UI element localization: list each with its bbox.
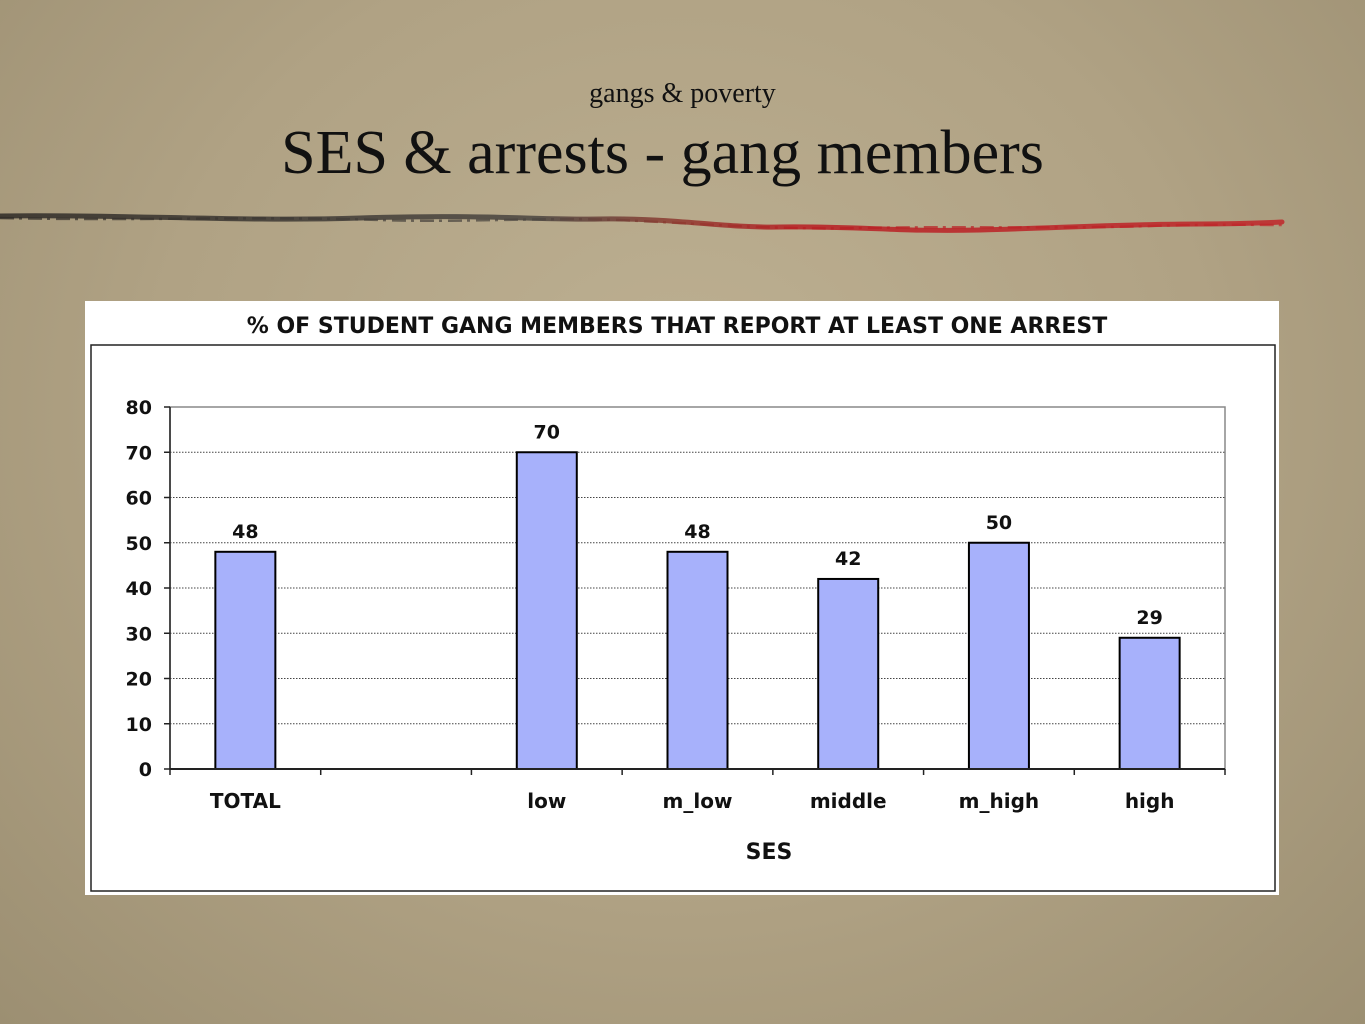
x-tick-label: middle: [810, 789, 887, 813]
data-label: 70: [534, 421, 560, 443]
chart-title: % OF STUDENT GANG MEMBERS THAT REPORT AT…: [247, 314, 1107, 339]
data-label: 29: [1136, 607, 1162, 629]
y-tick-label: 60: [126, 488, 152, 510]
y-tick-label: 70: [126, 442, 152, 464]
y-tick-label: 10: [126, 714, 152, 736]
brush-divider: [0, 213, 1285, 233]
brush-stroke-main: [0, 213, 1285, 233]
bar: [666, 550, 729, 770]
y-tick-label: 80: [126, 397, 152, 419]
y-tick-label: 50: [126, 533, 152, 555]
y-tick-label: 20: [126, 669, 152, 691]
y-tick-label: 30: [126, 623, 152, 645]
gridlines: [170, 451, 1225, 725]
data-label: 48: [232, 521, 258, 543]
x-tick-label: high: [1125, 789, 1175, 813]
x-tick-label: TOTAL: [210, 789, 281, 813]
bar: [1118, 636, 1181, 770]
bars: 48 70 48 42 50 29: [214, 421, 1181, 771]
data-label: 48: [684, 521, 710, 543]
slide-title: SES & arrests - gang members: [281, 119, 1044, 187]
data-label: 50: [986, 512, 1012, 534]
x-tick-label: low: [527, 789, 566, 813]
slide-subtitle: gangs & poverty: [589, 78, 776, 109]
bar: [515, 451, 578, 770]
axes: 0 10 20 30 40 50 60 70 80 TOTAL low m_low middle m_hi…: [126, 397, 1226, 813]
bar: [967, 541, 1030, 770]
data-label: 42: [835, 548, 861, 570]
x-tick-label: m_high: [959, 789, 1040, 813]
x-tick-label: m_low: [663, 789, 733, 813]
chart-frame: [90, 344, 1276, 892]
bar-chart: % OF STUDENT GANG MEMBERS THAT REPORT AT…: [90, 314, 1276, 892]
bar: [214, 550, 277, 770]
chart-panel: % OF STUDENT GANG MEMBERS THAT REPORT AT…: [85, 301, 1279, 895]
x-axis-title: SES: [746, 840, 793, 865]
brush-stroke-texture: [0, 216, 1283, 230]
y-tick-label: 40: [126, 578, 152, 600]
y-tick-label: 0: [139, 759, 152, 781]
bar: [817, 577, 880, 771]
